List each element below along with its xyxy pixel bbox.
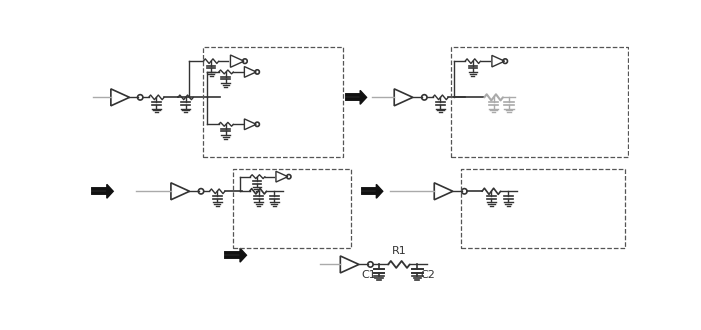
Polygon shape <box>107 184 114 198</box>
Polygon shape <box>240 248 247 262</box>
Polygon shape <box>360 90 367 104</box>
Text: C1: C1 <box>362 270 376 280</box>
Text: R1: R1 <box>392 246 407 255</box>
Text: C2: C2 <box>421 270 435 280</box>
Polygon shape <box>376 184 383 198</box>
